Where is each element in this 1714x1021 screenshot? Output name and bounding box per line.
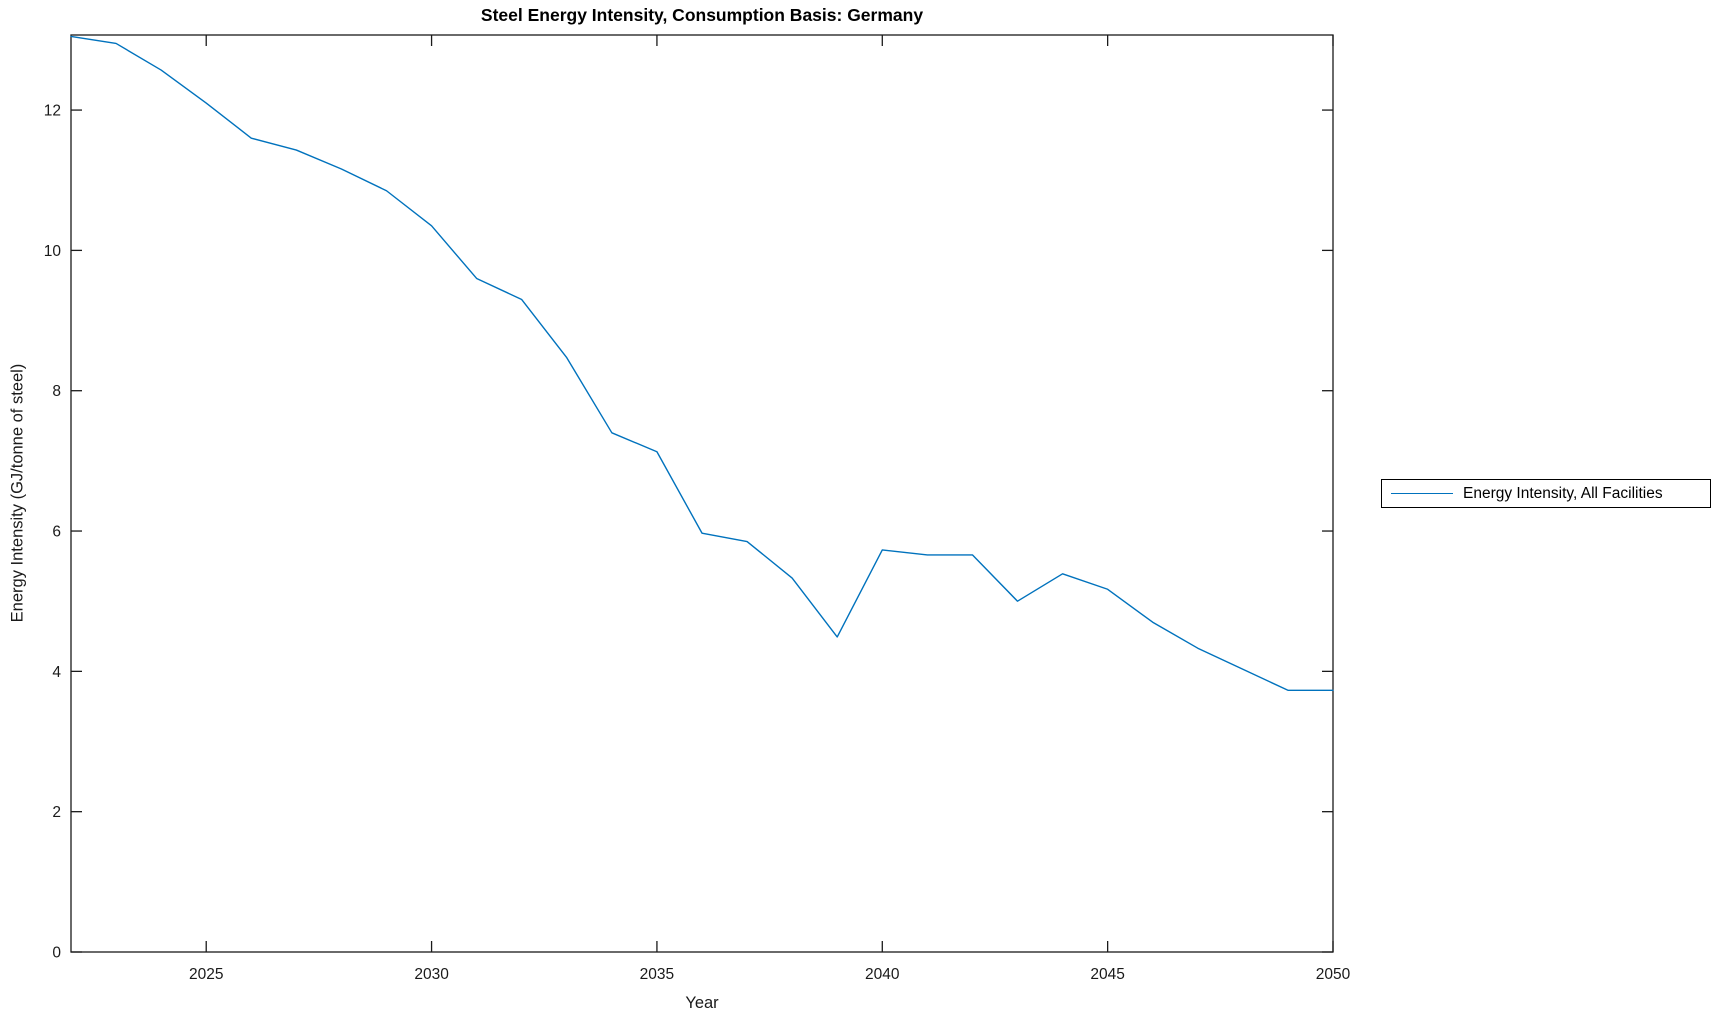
x-tick-label: 2050 bbox=[1316, 966, 1351, 983]
y-tick-label: 10 bbox=[44, 243, 62, 260]
x-tick-label: 2030 bbox=[414, 966, 449, 983]
x-tick-label: 2025 bbox=[189, 966, 223, 983]
legend: Energy Intensity, All Facilities bbox=[1381, 479, 1711, 508]
y-tick-label: 6 bbox=[52, 524, 61, 541]
legend-line-sample bbox=[1391, 493, 1453, 494]
x-tick-label: 2045 bbox=[1090, 966, 1124, 983]
legend-label: Energy Intensity, All Facilities bbox=[1463, 484, 1663, 502]
y-tick-label: 4 bbox=[52, 664, 61, 681]
chart-title: Steel Energy Intensity, Consumption Basi… bbox=[480, 5, 924, 25]
series-line bbox=[70, 35, 1334, 691]
x-axis-label: Year bbox=[685, 994, 719, 1012]
x-tick-label: 2035 bbox=[640, 966, 674, 983]
axes-box bbox=[70, 34, 1334, 953]
y-tick-label: 8 bbox=[52, 383, 61, 400]
y-tick-label: 12 bbox=[44, 103, 61, 120]
y-tick-label: 2 bbox=[52, 804, 61, 821]
y-tick-label: 0 bbox=[52, 945, 61, 962]
x-tick-label: 2040 bbox=[865, 966, 900, 983]
